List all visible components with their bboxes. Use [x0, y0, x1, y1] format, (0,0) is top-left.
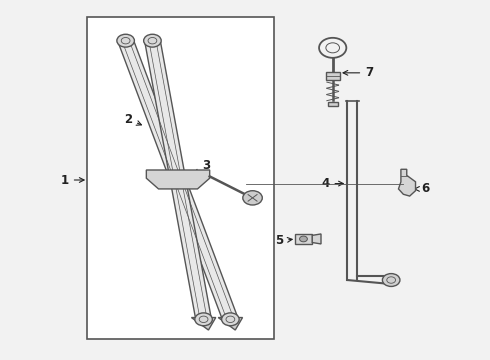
- Text: 7: 7: [343, 66, 373, 79]
- Circle shape: [221, 313, 239, 326]
- Text: 4: 4: [321, 177, 343, 190]
- Text: 2: 2: [124, 113, 142, 126]
- Circle shape: [299, 236, 307, 242]
- Text: 3: 3: [195, 159, 210, 174]
- Polygon shape: [118, 39, 238, 321]
- Circle shape: [117, 34, 134, 47]
- Circle shape: [144, 34, 161, 47]
- Polygon shape: [147, 170, 210, 189]
- Bar: [328, 102, 338, 106]
- Circle shape: [382, 274, 400, 287]
- Polygon shape: [218, 318, 243, 330]
- Circle shape: [195, 313, 212, 326]
- Circle shape: [170, 174, 186, 186]
- Bar: [87, 18, 274, 339]
- Bar: [294, 234, 312, 244]
- Circle shape: [243, 191, 262, 205]
- Polygon shape: [192, 318, 216, 330]
- Text: 6: 6: [415, 183, 429, 195]
- Polygon shape: [312, 234, 321, 244]
- Bar: [326, 72, 340, 80]
- Text: 5: 5: [275, 234, 292, 247]
- Polygon shape: [145, 40, 211, 320]
- Text: 1: 1: [61, 174, 84, 186]
- Polygon shape: [398, 169, 416, 196]
